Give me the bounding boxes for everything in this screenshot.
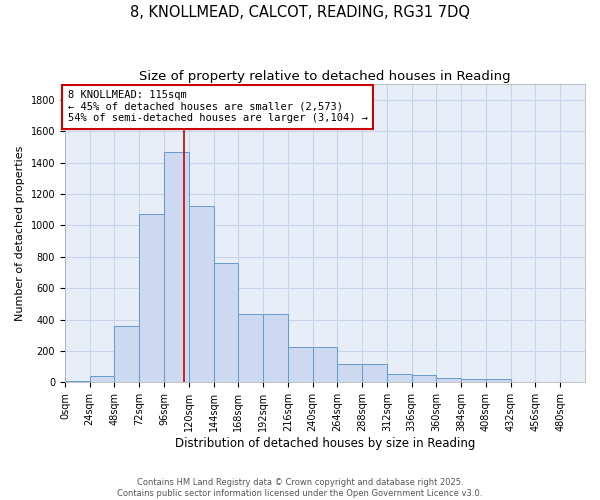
Bar	[461, 380, 486, 382]
Title: Size of property relative to detached houses in Reading: Size of property relative to detached ho…	[139, 70, 511, 83]
Y-axis label: Number of detached properties: Number of detached properties	[15, 146, 25, 321]
Bar	[486, 380, 511, 382]
Bar	[89, 376, 115, 382]
Bar	[313, 347, 337, 382]
Bar	[65, 381, 89, 382]
Bar	[189, 206, 214, 382]
Bar	[412, 374, 436, 382]
Bar	[436, 378, 461, 382]
Bar	[238, 314, 263, 382]
Bar	[337, 364, 362, 382]
Text: 8, KNOLLMEAD, CALCOT, READING, RG31 7DQ: 8, KNOLLMEAD, CALCOT, READING, RG31 7DQ	[130, 5, 470, 20]
Bar	[362, 364, 387, 382]
Bar	[387, 374, 412, 382]
X-axis label: Distribution of detached houses by size in Reading: Distribution of detached houses by size …	[175, 437, 475, 450]
Bar	[115, 326, 139, 382]
Bar	[263, 314, 288, 382]
Bar	[288, 347, 313, 382]
Bar	[214, 263, 238, 382]
Bar	[139, 214, 164, 382]
Text: Contains HM Land Registry data © Crown copyright and database right 2025.
Contai: Contains HM Land Registry data © Crown c…	[118, 478, 482, 498]
Bar	[164, 152, 189, 382]
Text: 8 KNOLLMEAD: 115sqm
← 45% of detached houses are smaller (2,573)
54% of semi-det: 8 KNOLLMEAD: 115sqm ← 45% of detached ho…	[68, 90, 368, 124]
